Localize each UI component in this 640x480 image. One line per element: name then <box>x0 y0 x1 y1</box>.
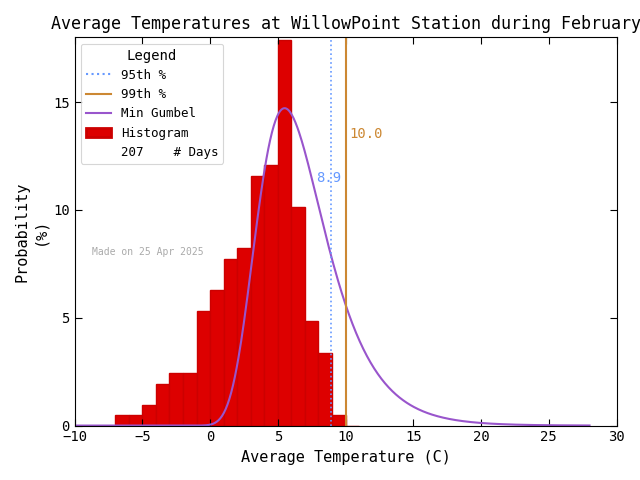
Bar <box>278 40 291 426</box>
Text: 8.9: 8.9 <box>316 170 341 184</box>
Bar <box>115 415 129 426</box>
Title: Average Temperatures at WillowPoint Station during February: Average Temperatures at WillowPoint Stat… <box>51 15 640 33</box>
Bar <box>291 207 305 426</box>
Y-axis label: Probability
(%): Probability (%) <box>15 181 47 282</box>
Bar <box>237 249 251 426</box>
Legend: 95th %, 99th %, Min Gumbel, Histogram, 207    # Days: 95th %, 99th %, Min Gumbel, Histogram, 2… <box>81 44 223 164</box>
Bar <box>129 415 142 426</box>
Bar <box>319 353 332 426</box>
X-axis label: Average Temperature (C): Average Temperature (C) <box>241 450 451 465</box>
Bar <box>142 405 156 426</box>
Bar <box>210 290 223 426</box>
Bar <box>183 373 196 426</box>
Bar <box>156 384 170 426</box>
Bar <box>251 176 264 426</box>
Bar <box>196 311 210 426</box>
Bar <box>170 373 183 426</box>
Bar <box>223 259 237 426</box>
Text: Made on 25 Apr 2025: Made on 25 Apr 2025 <box>92 247 204 257</box>
Bar <box>332 415 346 426</box>
Bar <box>264 165 278 426</box>
Text: 10.0: 10.0 <box>349 127 383 142</box>
Bar <box>305 322 319 426</box>
